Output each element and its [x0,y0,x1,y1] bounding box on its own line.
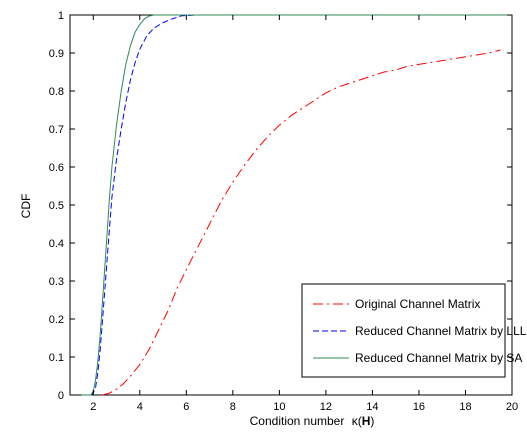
legend-label-original: Original Channel Matrix [355,297,480,311]
series-line-0 [102,49,501,396]
legend-entry-original: Original Channel Matrix [313,297,480,311]
y-tick-label-5: 0.5 [49,200,64,212]
x-tick-label-4: 10 [273,401,285,413]
y-tick-label-0: 0 [58,390,64,402]
legend: Original Channel Matrix Reduced Channel … [301,283,527,378]
x-tick-label-7: 16 [413,401,425,413]
legend-entry-sa: Reduced Channel Matrix by SA [313,351,522,365]
series-line-2 [81,14,512,396]
curves [81,14,512,396]
y-tick-label-2: 0.2 [49,314,64,326]
x-tick-label-0: 2 [90,401,96,413]
x-tick-label-6: 14 [366,401,378,413]
y-tick-label-6: 0.6 [49,162,64,174]
x-axis-label: Condition number κ(H) [250,414,375,428]
x-tick-label-3: 8 [230,401,236,413]
x-axis-label-matrix: H [362,414,371,428]
y-tick-label-7: 0.7 [49,124,64,136]
x-tick-label-9: 20 [506,401,518,413]
x-tick-label-2: 6 [183,401,189,413]
x-axis-label-text: Condition number [250,414,345,428]
y-tick-label-3: 0.3 [49,276,64,288]
y-tick-label-9: 0.9 [49,48,64,60]
y-tick-label-8: 0.8 [49,86,64,98]
y-axis-label: CDF [19,194,33,219]
x-axis-label-symbol: κ( [352,414,362,428]
legend-label-sa: Reduced Channel Matrix by SA [355,351,522,365]
legend-entry-lll: Reduced Channel Matrix by LLL [313,324,527,338]
x-axis-label-close: ) [370,414,374,428]
x-tick-label-5: 12 [320,401,332,413]
axes: 2 4 6 8 10 12 14 16 18 20 0 0.1 0.2 0.3 0.4 0.5 0.6 0.7 0.… [49,10,518,413]
x-tick-label-1: 4 [137,401,143,413]
x-tick-label-8: 18 [459,401,471,413]
y-tick-label-1: 0.1 [49,352,64,364]
y-tick-label-4: 0.4 [49,238,64,250]
y-tick-label-10: 1 [58,10,64,22]
legend-label-lll: Reduced Channel Matrix by LLL [355,324,527,338]
